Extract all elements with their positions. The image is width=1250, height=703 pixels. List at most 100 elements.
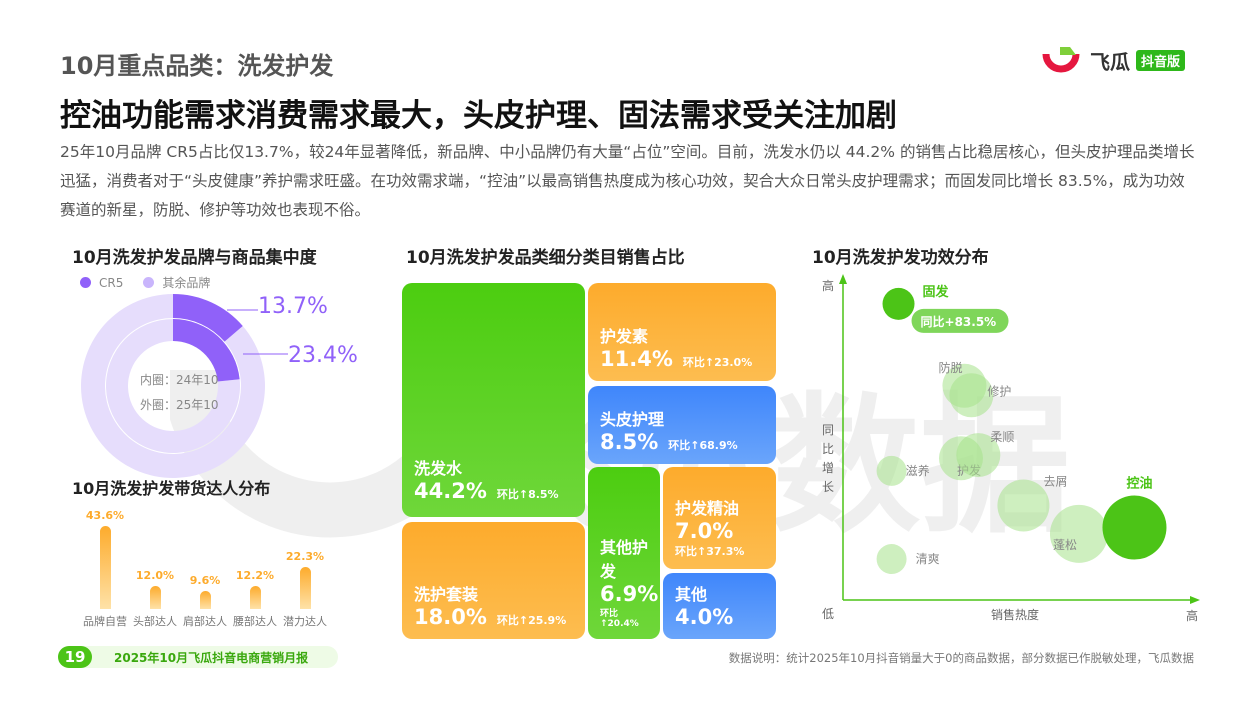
bubble-label: 滋养 [906,463,930,478]
tile-value: 11.4% [600,347,673,371]
tile-value: 18.0% [414,605,487,629]
bar-value: 12.0% [135,569,175,583]
bubble [882,287,915,320]
section-title: 10月重点品类：洗发护发 [60,52,334,80]
tile-value: 4.0% [675,605,734,629]
bubble-label: 去屑 [1043,475,1067,489]
inner-value: 23.4% [288,343,358,368]
outer-ring-cr5 [173,294,243,342]
treemap: 洗发水 44.2% 环比↑8.5% 洗护套装 18.0% 环比↑25.9% 护发素 11.4%… [402,283,776,639]
treemap-title: 10月洗发护发品类细分类目销售占比 [406,248,685,268]
tile-value: 7.0% [675,519,734,543]
x-axis-label: 销售热度 [991,607,1039,622]
tile-name: 头皮护理 [600,410,665,429]
bar-value: 9.6% [189,573,221,587]
tile-name: 其他 [675,585,708,604]
logo: 飞瓜 抖音版 [1040,44,1186,76]
treemap-tile: 其他护发 6.9% 环比↑20.4% [588,467,660,639]
donut-chart [81,294,288,478]
logo-icon [1042,47,1080,73]
tile-change: 环比↑68.9% [668,439,738,452]
treemap-tile: 洗护套装 18.0% 环比↑25.9% [402,522,585,639]
bar-title: 10月洗发护发带货达人分布 [72,479,271,498]
inner-ring-rest [106,319,240,453]
callout-text: 同比+83.5% [921,314,997,329]
y-axis-label-char: 比 [822,442,834,456]
tile-name: 其他护发 [600,538,649,581]
x-axis-low-label: 低 [822,607,834,621]
page-number: 19 [58,646,92,668]
y-axis-label-char: 长 [822,480,834,494]
bar-category: 品牌自营 [83,615,127,628]
bubble [956,433,1001,478]
bar-group: 12.0% 头部达人 [130,500,180,635]
bar-category: 潜力达人 [283,615,327,628]
logo-name: 飞瓜 [1090,49,1130,74]
donut-title: 10月洗发护发品牌与商品集中度 [72,248,317,268]
y-axis-label-char: 同 [822,423,834,437]
tile-change: 环比↑20.4% [600,609,639,629]
treemap-tile: 头皮护理 8.5% 环比↑68.9% [588,386,776,464]
page-title: 控油功能需求消费需求最大，头皮护理、固法需求受关注加剧 [60,98,897,134]
bar-category: 腰部达人 [233,615,277,628]
tile-name: 护发精油 [675,499,740,518]
logo-badge: 抖音版 [1136,49,1186,71]
treemap-tile: 护发精油 7.0% 环比↑37.3% [663,467,776,569]
x-axis-high-label: 高 [1186,608,1198,623]
legend-cr5: CR5 [99,275,124,290]
y-axis-arrow-icon [839,274,847,284]
legend-swatch-rest [143,277,155,288]
bubble-label: 固发 [923,284,950,300]
tile-name: 护发素 [600,327,649,346]
bar [250,585,261,609]
bar-group: 43.6% 品牌自营 [80,500,130,635]
bubble-label: 清爽 [916,552,940,566]
tile-name: 洗护套装 [414,585,479,604]
inner-ring-cr5 [173,319,240,382]
donut-center: 内圈：24年10 外圈：25年10 [140,368,219,418]
legend-rest: 其余品牌 [162,276,211,290]
tile-change: 环比↑25.9% [496,614,567,627]
bar-group: 12.2% 腰部达人 [230,500,280,635]
bar [150,586,161,609]
donut-legend: CR5 其余品牌 [80,274,210,291]
bar-value: 22.3% [285,549,325,563]
tile-value: 44.2% [414,479,487,503]
bar [100,526,111,609]
bubble [1049,504,1108,563]
bar-group: 9.6% 肩部达人 [180,500,230,635]
treemap-tile: 护发素 11.4% 环比↑23.0% [588,283,776,381]
treemap-tile: 洗发水 44.2% 环比↑8.5% [402,283,585,517]
outer-value: 13.7% [258,294,328,319]
bar-value: 43.6% [85,509,125,522]
tile-change: 环比↑23.0% [682,356,753,369]
y-axis-high-label: 高 [822,278,834,293]
bar-category: 肩部达人 [183,615,227,628]
bar-chart: 43.6% 品牌自营 12.0% 头部达人 9.6% 肩部达人 12.2% 腰部达人 2… [80,500,340,635]
x-axis-arrow-icon [1190,596,1200,604]
tile-value: 6.9% [600,582,659,606]
tile-value: 8.5% [600,430,659,454]
bubble [1102,495,1167,560]
footer-report: 19 2025年10月飞瓜抖音电商营销月报 [58,646,338,668]
description: 25年10月品牌 CR5占比仅13.7%，较24年显著降低，新品牌、中小品牌仍有… [60,143,1195,219]
bubble-label: 控油 [1126,476,1152,492]
legend-swatch-cr5 [80,277,91,288]
bubble-label: 防脱 [938,360,962,375]
bar [200,590,211,609]
inner-ring-label: 内圈：24年10 [140,373,219,387]
tile-name: 洗发水 [414,459,463,478]
bubble-label: 修护 [987,383,1011,398]
bar-category: 头部达人 [133,615,177,628]
callout-pill [911,308,1009,333]
bubble [876,455,907,486]
bar-value: 12.2% [235,568,275,582]
bubble-label: 柔顺 [990,430,1014,444]
report-name: 2025年10月飞瓜抖音电商营销月报 [114,650,309,665]
tile-change: 环比↑8.5% [496,488,559,501]
bar-group: 22.3% 潜力达人 [280,500,330,635]
outer-ring-label: 外圈：25年10 [140,398,219,412]
treemap-tile: 其他 4.0% [663,573,776,639]
scatter-title: 10月洗发护发功效分布 [812,248,989,268]
